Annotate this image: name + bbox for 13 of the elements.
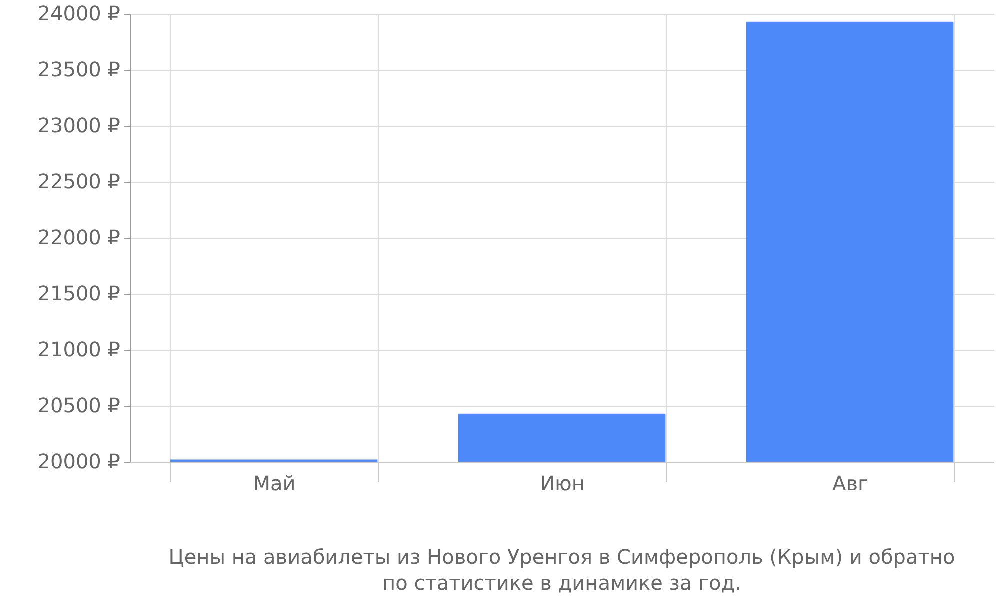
y-tick-label: 22000 ₽ xyxy=(38,226,121,250)
y-tick-label: 20000 ₽ xyxy=(38,450,121,474)
y-tick-label: 20500 ₽ xyxy=(38,394,121,418)
y-tick-label: 21500 ₽ xyxy=(38,282,121,306)
y-tick-label: 22500 ₽ xyxy=(38,170,121,194)
y-tick-label: 23500 ₽ xyxy=(38,58,121,82)
y-tick-label: 23000 ₽ xyxy=(38,114,121,138)
x-tick-label: Июн xyxy=(540,472,585,496)
x-tick-label: Май xyxy=(253,472,296,496)
y-tick-label: 24000 ₽ xyxy=(38,2,121,26)
y-tick-label: 21000 ₽ xyxy=(38,338,121,362)
x-tick-label: Авг xyxy=(832,472,868,496)
text: Цены на авиабилеты из Нового Уренгоя в Симферополь (Крым) и обратно по статистике в динамике за год. xyxy=(168,545,956,595)
